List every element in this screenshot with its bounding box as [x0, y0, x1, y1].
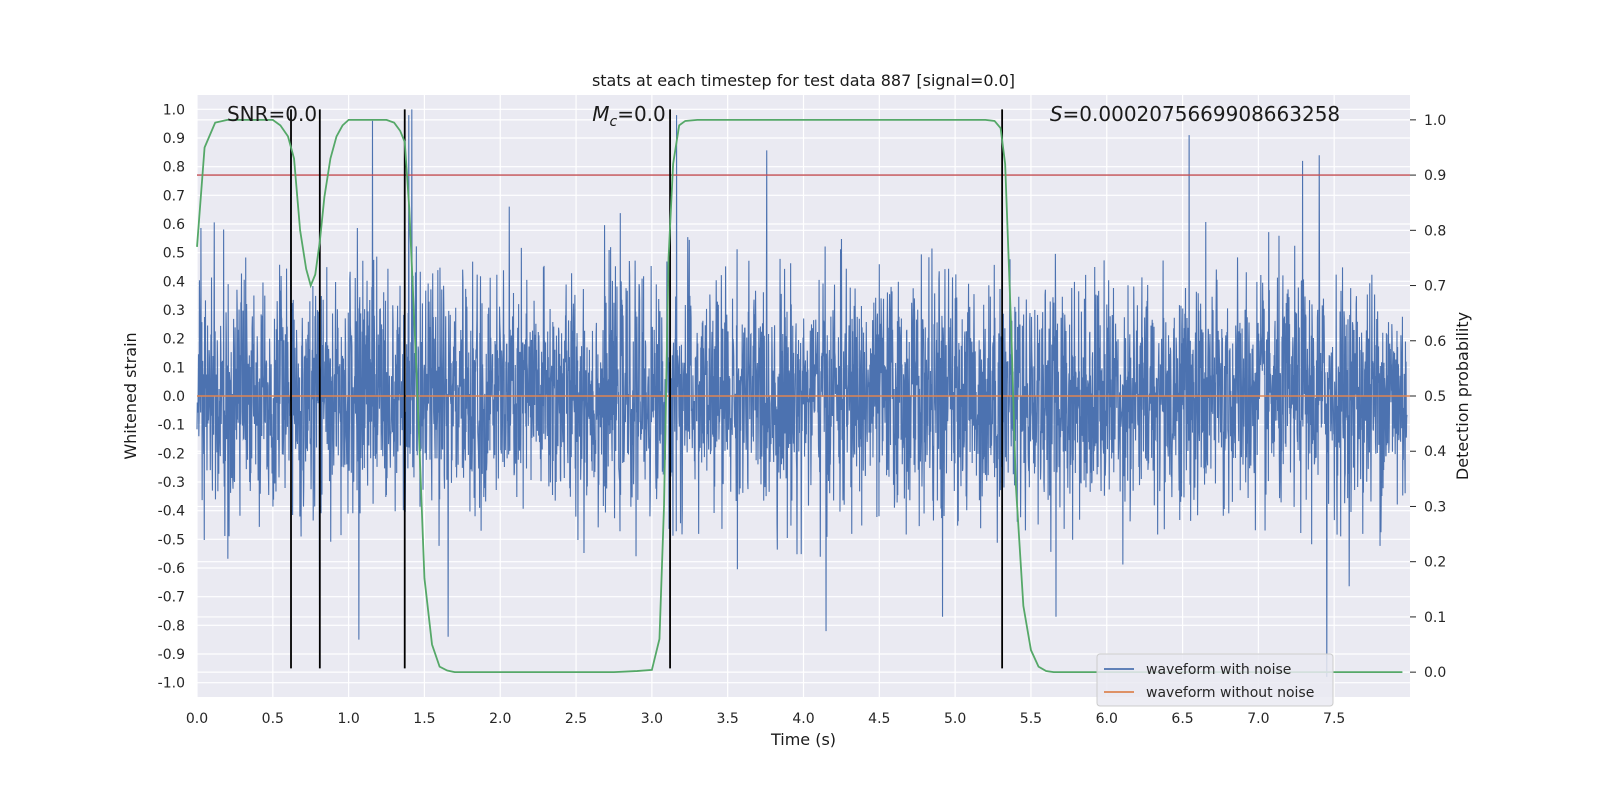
y-right-tick-label: 0.0 — [1424, 665, 1446, 681]
x-tick-label: 2.5 — [565, 711, 587, 727]
snr-annotation: SNR=0.0 — [227, 102, 317, 126]
x-tick-label: 7.5 — [1323, 711, 1345, 727]
noise-waveform-path — [196, 109, 1408, 677]
x-tick-label: 6.0 — [1096, 711, 1118, 727]
y-right-tick-label: 0.5 — [1424, 389, 1446, 405]
legend-label-waveform-with-noise: waveform with noise — [1146, 662, 1291, 678]
y-right-tick-label: 0.6 — [1424, 334, 1446, 350]
y-left-tick-label: -0.3 — [158, 475, 185, 491]
y-left-tick-label: 0.6 — [163, 217, 185, 233]
chirp-mass-annotation: Mc=0.0 — [592, 102, 666, 130]
y-left-tick-label: 0.7 — [163, 188, 185, 204]
legend: waveform with noise waveform without noi… — [1096, 653, 1334, 707]
x-axis-label: Time (s) — [770, 730, 836, 749]
chart-title: stats at each timestep for test data 887… — [592, 71, 1015, 90]
x-tick-label: 6.5 — [1171, 711, 1193, 727]
y-right-tick-label: 0.8 — [1424, 223, 1446, 239]
x-tick-label: 4.5 — [868, 711, 890, 727]
x-tick-label: 5.0 — [944, 711, 966, 727]
y-right-tick-label: 0.3 — [1424, 499, 1446, 515]
y-right-tick-label: 0.1 — [1424, 610, 1446, 626]
statistic-annotation: S=0.0002075669908663258 — [1050, 102, 1340, 126]
x-tick-label: 5.5 — [1020, 711, 1042, 727]
y-left-tick-label: -0.1 — [158, 418, 185, 434]
series-layer — [196, 109, 1410, 674]
y-right-tick-label: 0.2 — [1424, 555, 1446, 571]
detection-probability-line — [196, 118, 1403, 674]
y-left-tick-label: -1.0 — [158, 676, 185, 692]
y-left-tick-label: -0.6 — [158, 561, 185, 577]
y-axis-left-label: Whitened strain — [121, 332, 140, 459]
y-left-tick-label: -0.7 — [158, 590, 185, 606]
y-left-tick-label: 0.8 — [163, 160, 185, 176]
y-right-tick-label: 0.7 — [1424, 279, 1446, 295]
s-value: =0.0002075669908663258 — [1063, 102, 1341, 126]
x-tick-label: 1.0 — [337, 711, 359, 727]
y-left-tick-label: 0.0 — [163, 389, 185, 405]
y-left-tick-label: 0.4 — [163, 274, 185, 290]
y-left-tick-label: -0.9 — [158, 647, 185, 663]
y-axis-right-label: Detection probability — [1453, 312, 1472, 480]
mc-symbol: M — [592, 102, 609, 126]
x-tick-label: 3.5 — [717, 711, 739, 727]
legend-label-waveform-without-noise: waveform without noise — [1146, 685, 1314, 701]
x-tick-label: 0.0 — [186, 711, 208, 727]
x-tick-label: 3.0 — [641, 711, 663, 727]
x-tick-label: 1.5 — [413, 711, 435, 727]
y-right-tick-label: 0.4 — [1424, 444, 1446, 460]
y-left-tick-label: -0.8 — [158, 618, 185, 634]
x-tick-label: 4.0 — [792, 711, 814, 727]
x-tick-label: 7.0 — [1247, 711, 1269, 727]
mc-subscript: c — [609, 114, 617, 130]
s-symbol: S — [1050, 102, 1063, 126]
y-left-tick-label: 0.3 — [163, 303, 185, 319]
y-left-tick-label: 1.0 — [163, 102, 185, 118]
y-left-tick-label: -0.5 — [158, 532, 185, 548]
y-left-tick-label: 0.1 — [163, 360, 185, 376]
legend-box — [1096, 653, 1334, 707]
y-left-tick-label: 0.2 — [163, 332, 185, 348]
x-tick-label: 2.0 — [489, 711, 511, 727]
y-right-tick-label: 0.9 — [1424, 168, 1446, 184]
axes: 0.0 0.5 1.0 1.5 2.0 2.5 3.0 3.5 4.0 4.5 5.0 5.5 6.0 6… — [158, 102, 1447, 727]
y-left-tick-label: 0.9 — [163, 131, 185, 147]
y-left-tick-label: 0.5 — [163, 246, 185, 262]
noise-waveform — [196, 109, 1408, 677]
y-right-tick-label: 1.0 — [1424, 113, 1446, 129]
y-left-tick-label: -0.4 — [158, 504, 185, 520]
x-tick-label: 0.5 — [262, 711, 284, 727]
y-left-tick-label: -0.2 — [158, 446, 185, 462]
mc-value: =0.0 — [617, 102, 666, 126]
